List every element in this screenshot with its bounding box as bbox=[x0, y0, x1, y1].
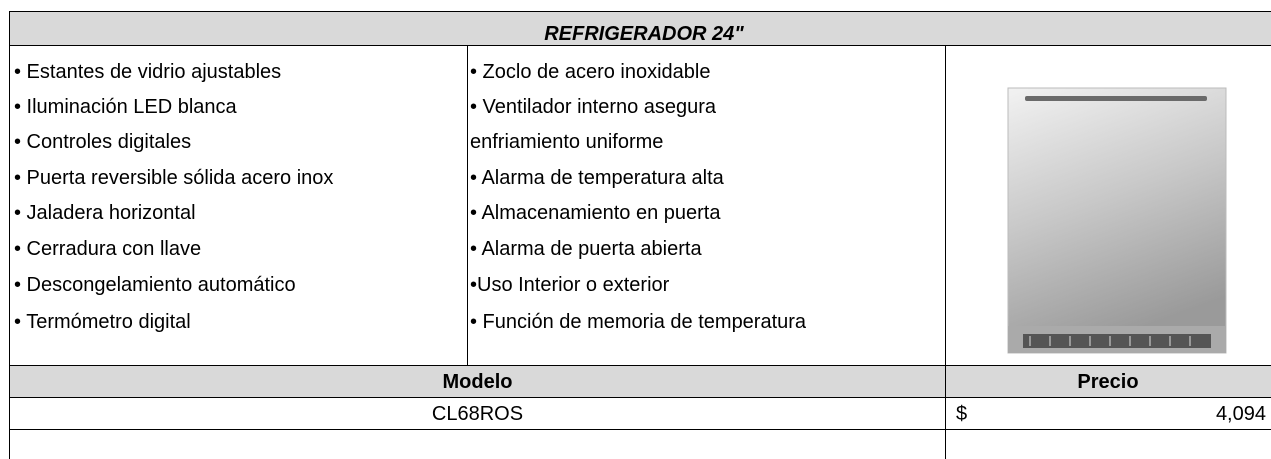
feature: • Alarma de puerta abierta bbox=[470, 238, 702, 260]
feature: • Alarma de temperatura alta bbox=[470, 167, 724, 189]
header-price: Precio bbox=[1077, 371, 1139, 393]
feature: • Iluminación LED blanca bbox=[14, 96, 237, 118]
feature: • Puerta reversible sólida acero inox bbox=[14, 167, 334, 189]
header-cell bbox=[945, 365, 1271, 398]
title-cell bbox=[9, 11, 1271, 46]
feature: •Uso Interior o exterior bbox=[470, 274, 670, 296]
header-model: Modelo bbox=[442, 371, 513, 393]
title: REFRIGERADOR 24" bbox=[544, 23, 744, 45]
feature: • Cerradura con llave bbox=[14, 238, 202, 260]
price: 4,094 bbox=[1215, 403, 1266, 425]
feature: • Ventilador interno asegura bbox=[470, 96, 717, 118]
feature: • Jaladera horizontal bbox=[14, 202, 196, 224]
feature: enfriamiento uniforme bbox=[470, 131, 664, 153]
model: CL68ROS bbox=[431, 403, 524, 425]
feature: • Termómetro digital bbox=[14, 311, 191, 333]
feature: • Almacenamiento en puerta bbox=[470, 202, 721, 224]
currency: $ bbox=[956, 403, 968, 425]
feature: • Controles digitales bbox=[14, 131, 192, 153]
fridge-image bbox=[1007, 87, 1227, 354]
feature: • Descongelamiento automático bbox=[14, 274, 296, 296]
feature: • Zoclo de acero inoxidable bbox=[470, 61, 711, 83]
cell bbox=[9, 429, 946, 459]
feature: • Función de memoria de temperatura bbox=[470, 311, 807, 333]
cell bbox=[945, 429, 1271, 459]
feature: • Estantes de vidrio ajustables bbox=[14, 61, 282, 83]
